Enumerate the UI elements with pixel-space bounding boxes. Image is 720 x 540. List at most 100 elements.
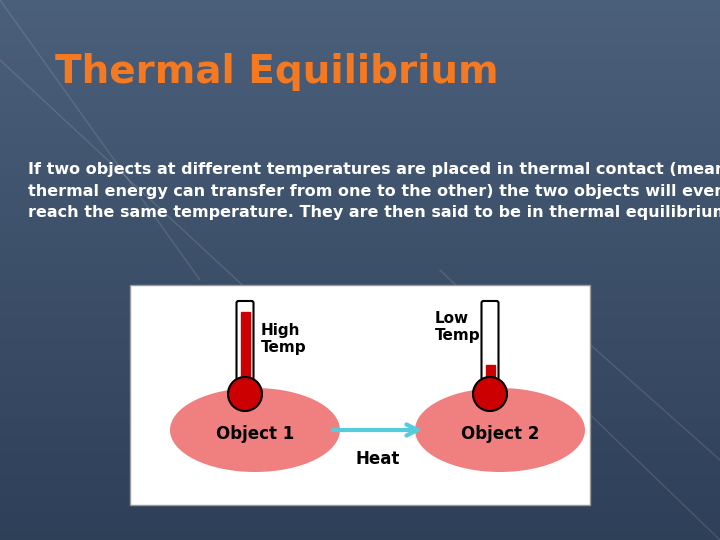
Bar bbox=[0, 49, 720, 54]
Bar bbox=[0, 173, 720, 178]
Bar bbox=[0, 270, 720, 275]
Bar bbox=[0, 27, 720, 32]
Bar bbox=[0, 518, 720, 524]
Bar bbox=[0, 254, 720, 259]
Bar bbox=[240, 312, 250, 378]
Bar bbox=[0, 232, 720, 238]
Bar bbox=[0, 529, 720, 535]
Bar bbox=[0, 130, 720, 135]
Bar bbox=[0, 367, 720, 373]
Bar bbox=[0, 459, 720, 464]
Text: If two objects at different temperatures are placed in thermal contact (meaning
: If two objects at different temperatures… bbox=[28, 162, 720, 220]
Bar bbox=[130, 285, 590, 505]
Bar bbox=[0, 524, 720, 529]
Bar bbox=[0, 92, 720, 97]
Bar bbox=[0, 383, 720, 389]
Bar bbox=[0, 421, 720, 427]
Bar bbox=[0, 124, 720, 130]
Text: Low
Temp: Low Temp bbox=[435, 311, 481, 343]
Bar bbox=[0, 508, 720, 513]
Bar bbox=[0, 497, 720, 502]
Bar bbox=[0, 394, 720, 400]
Bar bbox=[0, 286, 720, 292]
Bar bbox=[0, 108, 720, 113]
Bar bbox=[0, 157, 720, 162]
Bar bbox=[0, 248, 720, 254]
Text: Thermal Equilibrium: Thermal Equilibrium bbox=[55, 53, 499, 91]
Bar bbox=[0, 470, 720, 475]
Bar bbox=[0, 146, 720, 151]
Bar bbox=[0, 400, 720, 405]
Bar bbox=[0, 43, 720, 49]
Bar bbox=[0, 140, 720, 146]
Bar bbox=[0, 211, 720, 216]
Bar bbox=[0, 259, 720, 265]
FancyBboxPatch shape bbox=[236, 301, 253, 380]
Bar bbox=[0, 535, 720, 540]
Bar bbox=[0, 11, 720, 16]
Bar bbox=[0, 340, 720, 346]
Bar bbox=[0, 513, 720, 518]
Bar bbox=[0, 70, 720, 76]
Bar bbox=[0, 313, 720, 319]
Circle shape bbox=[473, 377, 507, 411]
Bar bbox=[0, 86, 720, 92]
Bar bbox=[0, 373, 720, 378]
FancyBboxPatch shape bbox=[482, 301, 498, 380]
Bar bbox=[0, 65, 720, 70]
Bar bbox=[0, 351, 720, 356]
Bar bbox=[0, 189, 720, 194]
Bar bbox=[0, 410, 720, 416]
Bar bbox=[0, 113, 720, 119]
Bar bbox=[0, 103, 720, 108]
Bar bbox=[0, 281, 720, 286]
Bar bbox=[0, 216, 720, 221]
Bar bbox=[0, 38, 720, 43]
Bar bbox=[0, 81, 720, 86]
Bar bbox=[0, 389, 720, 394]
Bar bbox=[0, 167, 720, 173]
Bar bbox=[0, 308, 720, 313]
Circle shape bbox=[228, 377, 262, 411]
Bar bbox=[0, 0, 720, 5]
Text: High
Temp: High Temp bbox=[261, 323, 307, 355]
Bar bbox=[0, 221, 720, 227]
Bar bbox=[0, 464, 720, 470]
Bar bbox=[0, 454, 720, 459]
Bar bbox=[0, 5, 720, 11]
Bar bbox=[0, 297, 720, 302]
Bar bbox=[0, 502, 720, 508]
Bar bbox=[0, 437, 720, 443]
Bar bbox=[0, 481, 720, 486]
Bar bbox=[0, 16, 720, 22]
Ellipse shape bbox=[415, 388, 585, 472]
Bar bbox=[0, 378, 720, 383]
Bar bbox=[0, 432, 720, 437]
Bar bbox=[0, 275, 720, 281]
Bar bbox=[0, 200, 720, 205]
Bar bbox=[0, 97, 720, 103]
Bar bbox=[0, 292, 720, 297]
Text: Object 2: Object 2 bbox=[461, 425, 539, 443]
Bar bbox=[0, 54, 720, 59]
Bar bbox=[0, 475, 720, 481]
Bar bbox=[0, 265, 720, 270]
Bar bbox=[0, 238, 720, 243]
Bar bbox=[0, 427, 720, 432]
Bar bbox=[0, 416, 720, 421]
Bar bbox=[0, 443, 720, 448]
Text: Object 1: Object 1 bbox=[216, 425, 294, 443]
Bar bbox=[0, 324, 720, 329]
Bar bbox=[0, 448, 720, 454]
Bar bbox=[0, 302, 720, 308]
Bar bbox=[0, 356, 720, 362]
FancyArrowPatch shape bbox=[333, 424, 418, 436]
Bar bbox=[0, 329, 720, 335]
Bar bbox=[0, 178, 720, 184]
Text: Heat: Heat bbox=[355, 450, 400, 468]
Bar bbox=[0, 346, 720, 351]
Ellipse shape bbox=[170, 388, 340, 472]
Bar bbox=[0, 486, 720, 491]
Bar bbox=[0, 184, 720, 189]
Bar bbox=[0, 119, 720, 124]
